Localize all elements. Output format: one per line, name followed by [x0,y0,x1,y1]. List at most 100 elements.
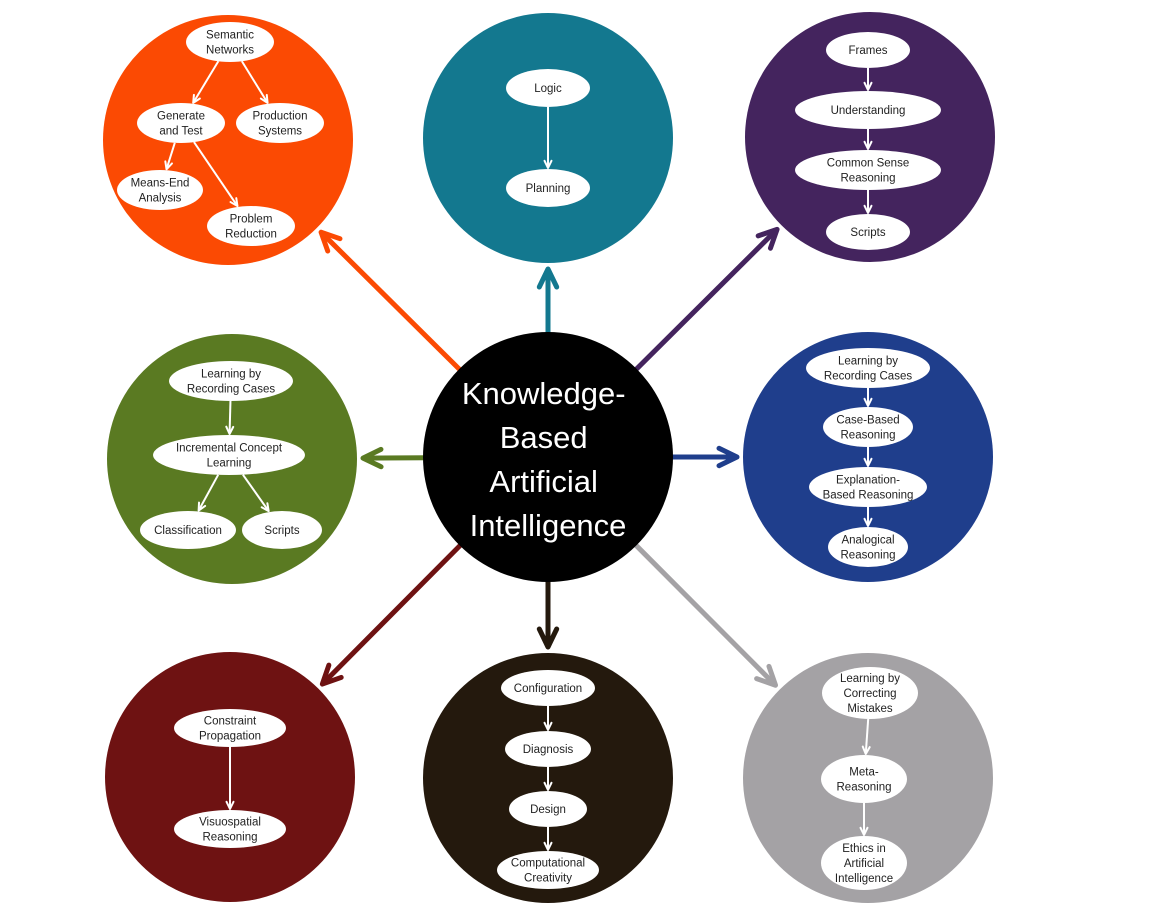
node-label-line: Frames [849,45,888,57]
spoke-arrow-top [536,266,560,336]
spoke-arrow-bottom [536,578,560,650]
node-label: Frames [849,45,888,57]
cluster-top: Logic Planning [423,13,673,263]
arrow-head [318,229,343,254]
arrow-head [192,93,201,104]
node-ellipse [497,851,599,889]
edge-arrow [543,107,553,169]
arrow-head [536,266,560,290]
node-label-line: Reasoning [841,550,896,562]
node-label-line: Systems [258,126,302,138]
node-ellipse [501,670,595,706]
node-label-line: Diagnosis [523,744,574,756]
cluster-edges [863,68,873,214]
node-label-line: Propagation [199,731,261,743]
edge-line [864,718,870,755]
edge-arrow [192,60,220,104]
arrow-head [259,93,269,104]
node-ellipse [236,103,324,143]
cluster-edges [225,747,235,810]
node-meta-reasoning: Meta- Reasoning [821,755,907,803]
node-label-line: Scripts [264,525,299,537]
center-title-line: Based [500,420,588,455]
arrow-head [863,81,873,91]
spoke-arrow-bottom-left [319,541,465,687]
node-label-line: Meta- [849,767,879,779]
node-production-systems: Production Systems [236,103,324,143]
node-label: Scripts [264,525,299,537]
edge-arrow [863,190,873,214]
node-label-line: Problem [230,214,273,226]
center-circle: Knowledge- Based Artificial Intelligence [423,332,673,582]
node-label: Diagnosis [523,744,574,756]
cluster-circle [745,12,995,262]
arrow-head [260,502,270,513]
node-label-line: Reasoning [203,832,258,844]
node-label: Understanding [831,105,906,117]
topic-clusters: Semantic Networks Generate and Test Producti… [103,12,995,903]
node-label-line: Analogical [841,535,894,547]
node-scripts-left: Scripts [242,511,322,549]
node-computational-creativity: Computational Creativity [497,851,599,889]
node-label: Analogical Reasoning [841,535,896,562]
node-label-line: Incremental Concept [176,443,283,455]
node-label: Configuration [514,683,582,695]
node-label: Visuospatial Reasoning [199,817,261,844]
arrow-head [164,160,173,171]
arrow-head [536,626,560,650]
node-ellipse [823,407,913,447]
center-title-line: Artificial [489,464,598,499]
spoke-line [632,227,779,374]
arrow-head [225,800,235,810]
node-label-line: Learning by [838,356,898,368]
node-label-line: Production [253,111,308,123]
arrow-head [360,446,384,470]
edge-arrow [861,718,871,756]
arrow-head [863,517,873,527]
arrow-head [859,826,869,836]
node-label-line: Explanation- [836,475,900,487]
node-ellipse [153,435,305,475]
node-label: Common Sense Reasoning [827,158,909,185]
node-learning-by-recording-cases-right: Learning by Recording Cases [806,348,930,388]
node-label-line: Generate [157,111,205,123]
edge-line [228,400,232,435]
edge-line [241,60,269,104]
node-classification: Classification [140,511,236,549]
node-ellipse [506,69,590,107]
node-ellipse [186,22,274,62]
node-label-line: Creativity [524,873,572,885]
cluster-edges [543,706,553,851]
node-incremental-concept-learning: Incremental Concept Learning [153,435,305,475]
node-label: Meta- Reasoning [837,767,892,794]
node-label: Means-End Analysis [131,178,190,205]
node-ellipse [826,32,910,68]
node-design: Design [509,791,587,827]
edge-arrow [543,767,553,791]
spoke-arrow-right [669,445,740,469]
node-label-line: Semantic [206,30,254,42]
node-configuration: Configuration [501,670,595,706]
node-label: Learning by Recording Cases [824,356,912,383]
node-label-line: Understanding [831,105,906,117]
edge-arrow [225,747,235,810]
edge-arrow [242,474,270,513]
arrow-head [863,397,873,407]
edge-arrow [863,447,873,467]
node-label-line: Ethics in [842,843,885,855]
node-label: Scripts [850,227,885,239]
spoke-line [320,541,465,686]
node-analogical-reasoning: Analogical Reasoning [828,527,908,567]
node-label-line: Planning [526,183,571,195]
spoke-line [319,230,464,374]
arrow-head [755,226,780,251]
edge-line [165,142,176,170]
edge-arrow [164,142,176,171]
node-label: Semantic Networks [206,30,254,57]
edge-arrow [193,141,239,208]
center-title-line: Intelligence [470,508,627,543]
node-label: Computational Creativity [511,858,585,885]
cluster-edges [197,400,270,513]
arrow-head [716,445,740,469]
